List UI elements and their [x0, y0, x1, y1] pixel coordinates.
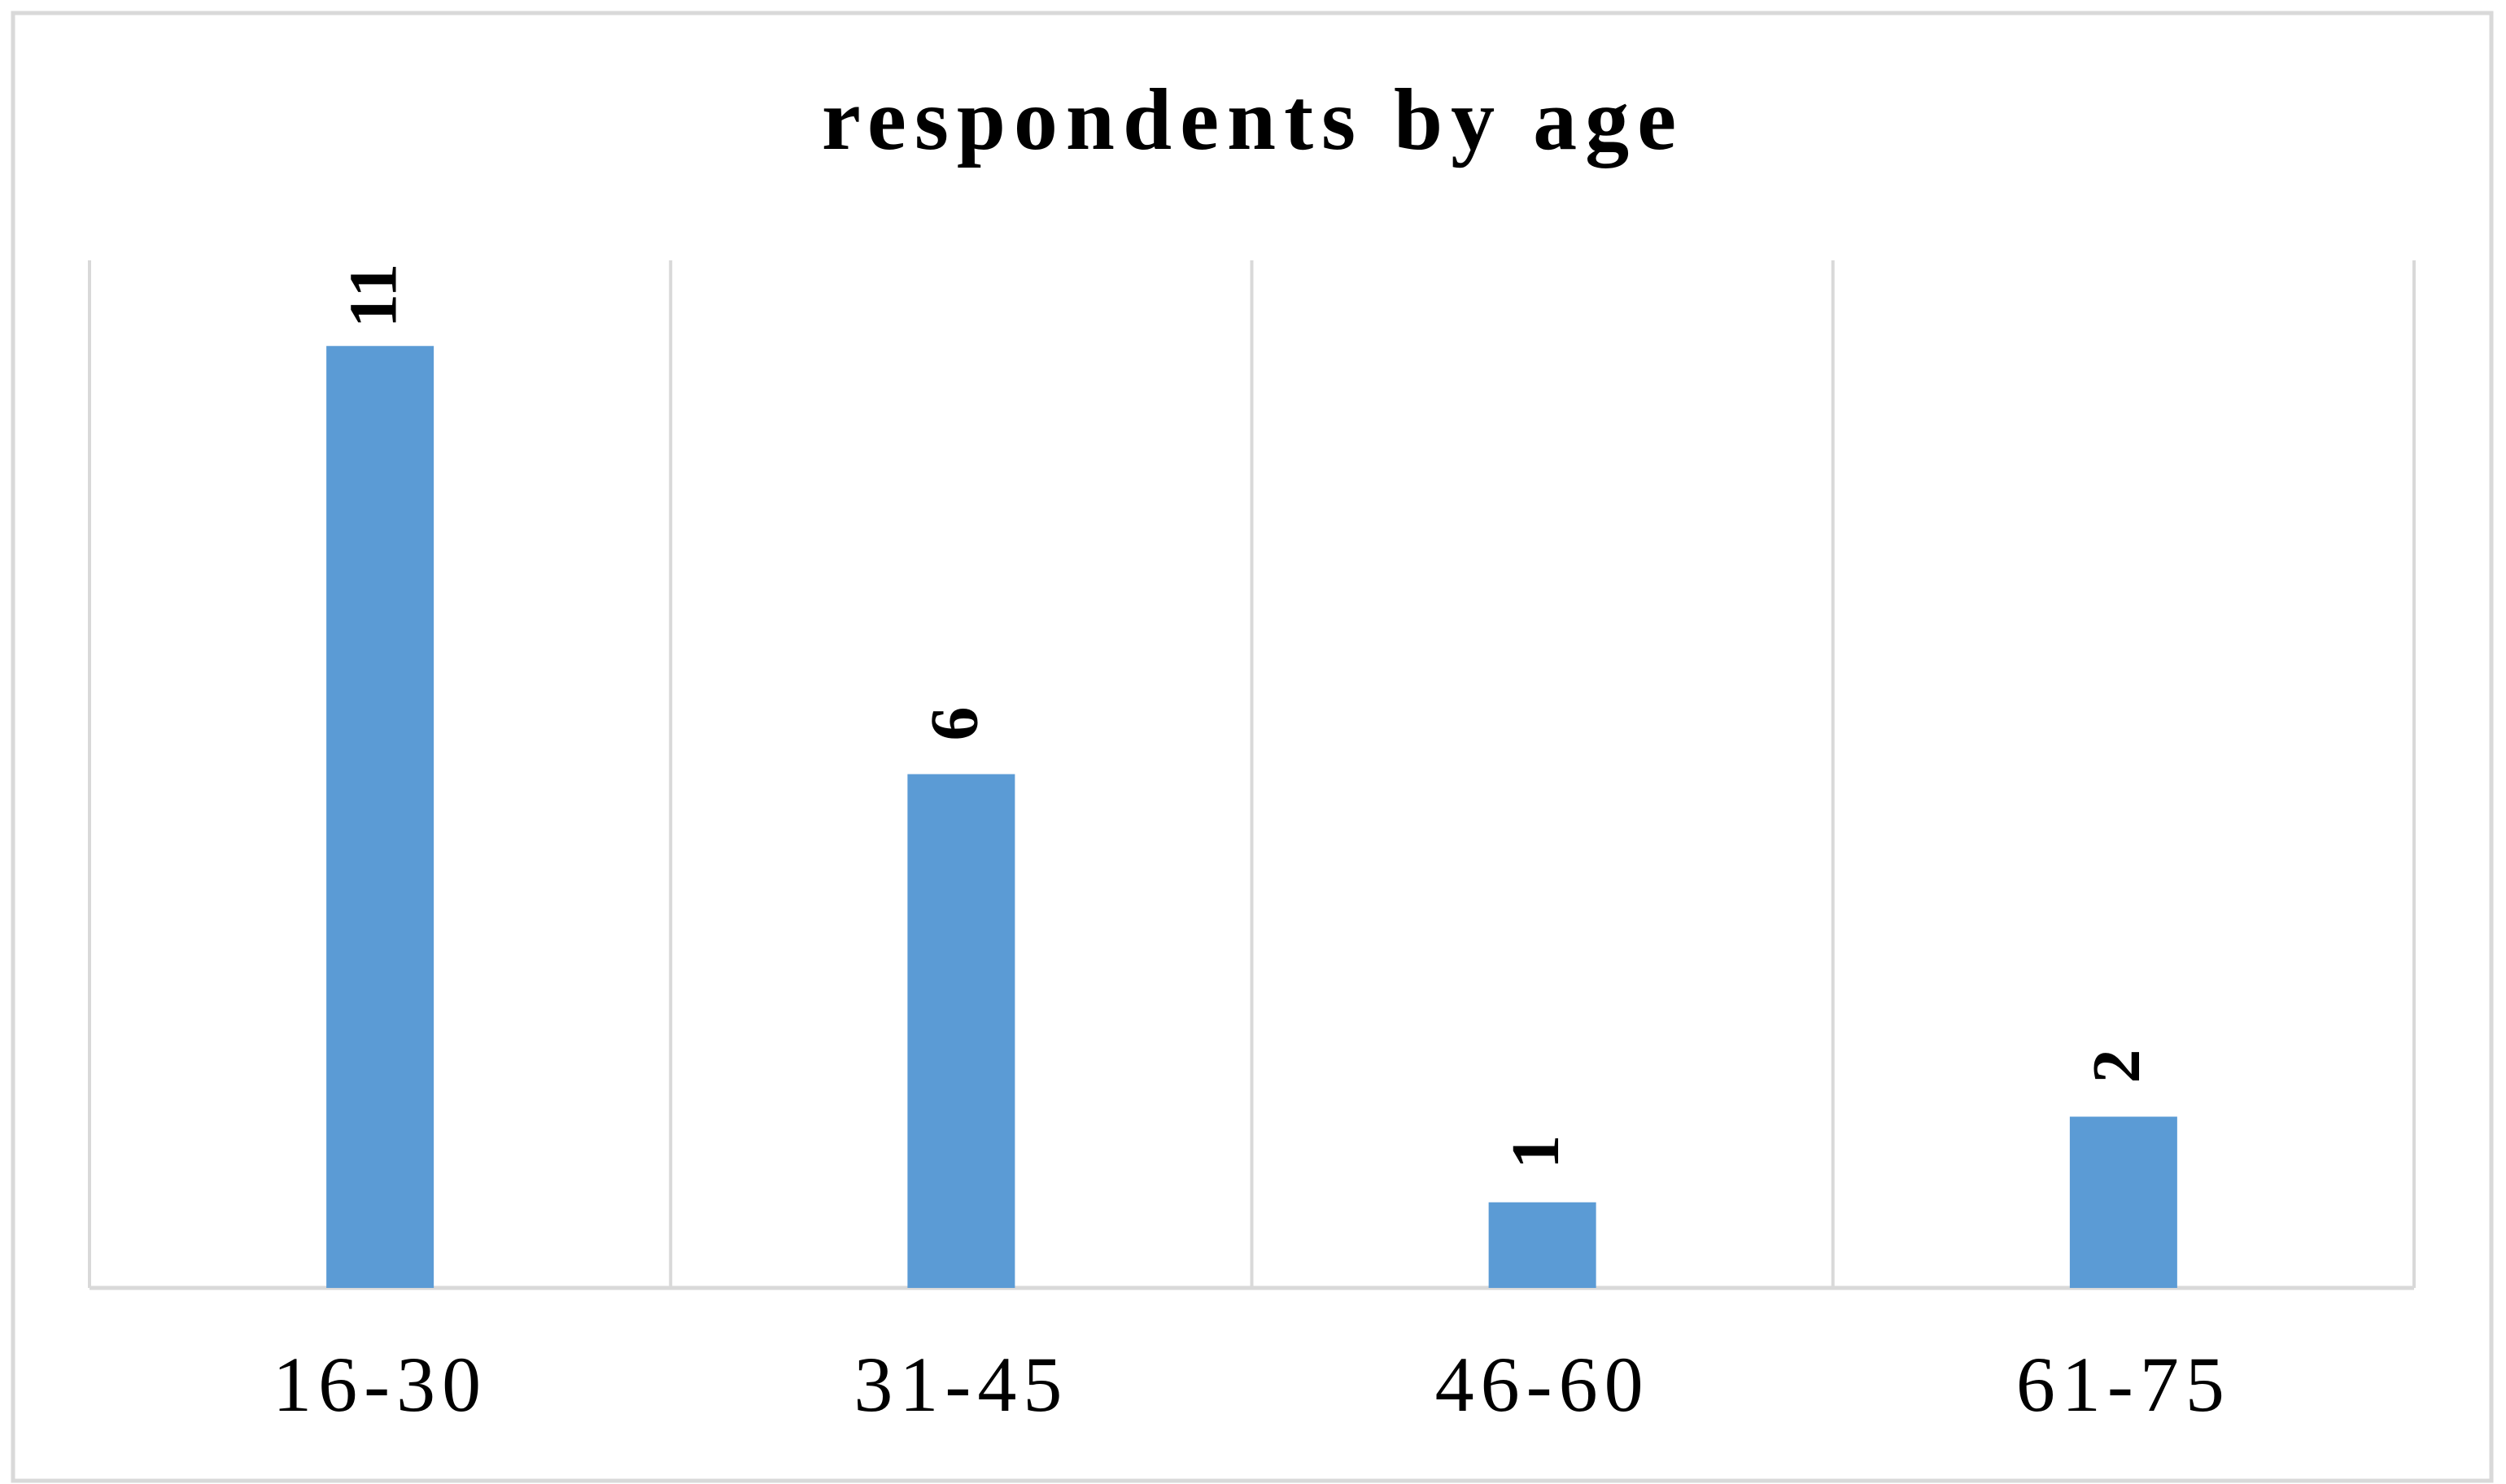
- chart-title: respondents by age: [822, 72, 1684, 168]
- bar: [326, 346, 434, 1288]
- x-tick-label: 16-30: [273, 1341, 487, 1428]
- x-tick-label: 61-75: [2016, 1341, 2231, 1428]
- data-label: 11: [335, 264, 411, 328]
- x-tick-label: 46-60: [1435, 1341, 1650, 1428]
- bar: [1488, 1202, 1596, 1288]
- data-label: 1: [1498, 1135, 1574, 1169]
- bar: [907, 774, 1015, 1288]
- bar: [2069, 1116, 2177, 1288]
- data-label: 2: [2079, 1050, 2155, 1084]
- x-tick-label: 31-45: [854, 1341, 1068, 1428]
- data-label: 6: [917, 707, 993, 741]
